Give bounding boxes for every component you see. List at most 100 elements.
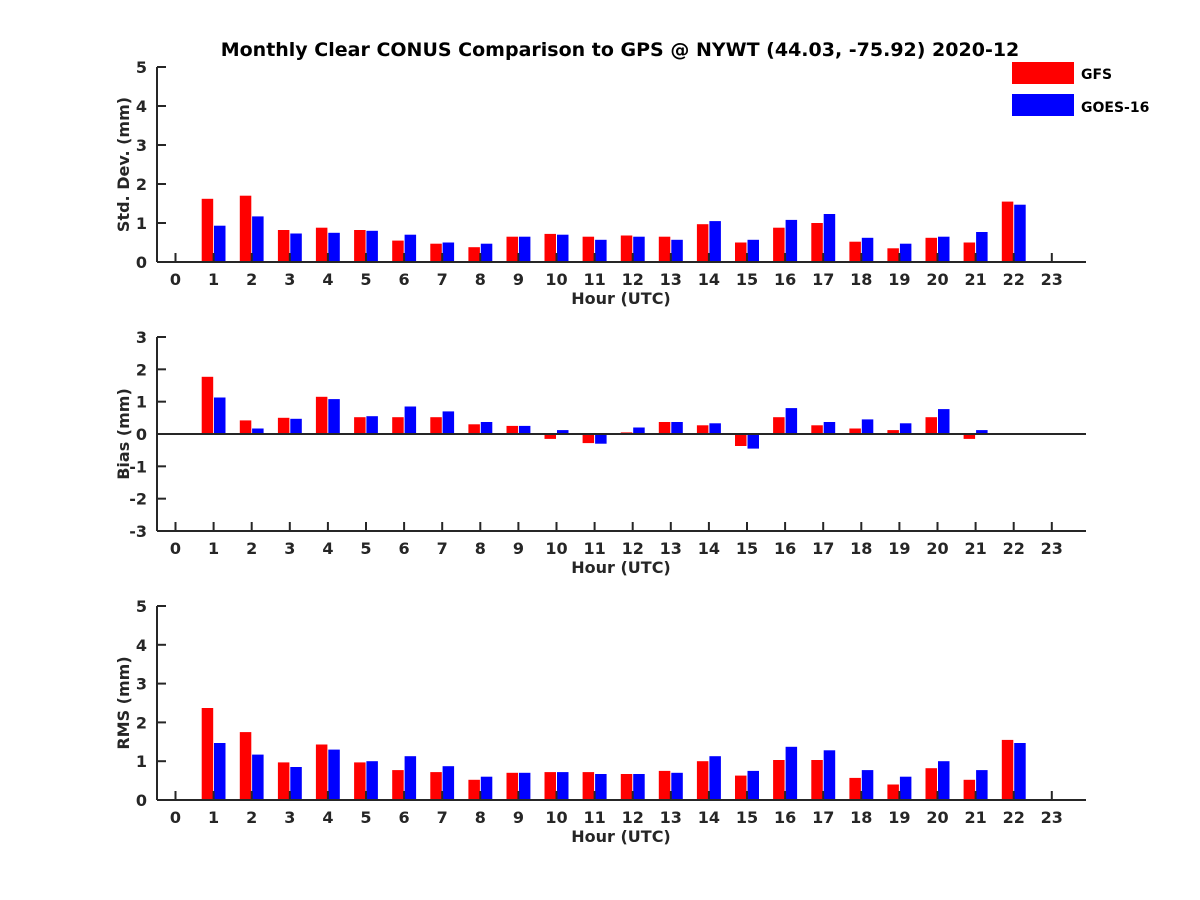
bias-bar-gfs-20: [925, 417, 937, 434]
rms-bar-goes-16-20: [938, 761, 950, 800]
rms-x-tick-label: 11: [583, 808, 605, 827]
rms-bar-goes-16-1: [214, 743, 226, 800]
rms-bar-gfs-21: [963, 779, 976, 800]
bias-bar-gfs-13: [658, 422, 671, 434]
std-dev-bar-gfs-12: [620, 235, 633, 262]
rms-bar-goes-16-22: [1014, 743, 1026, 800]
bias-x-tick-label: 12: [622, 539, 644, 558]
rms-x-tick-label: 13: [660, 808, 682, 827]
bias-x-tick-label: 19: [888, 539, 910, 558]
std-dev-bar-goes-16-19: [899, 243, 912, 262]
bias-bar-gfs-9: [506, 425, 518, 434]
bias-x-tick-label: 1: [208, 539, 219, 558]
std-dev-bar-goes-16-4: [328, 232, 340, 263]
bias-bar-gfs-19: [887, 430, 899, 434]
std-dev-bar-goes-16-5: [366, 230, 378, 262]
bias-bar-goes-16-16: [785, 408, 798, 434]
rms-bar-goes-16-8: [480, 776, 493, 800]
rms-x-tick-label: 9: [513, 808, 524, 827]
rms-bar-gfs-15: [735, 775, 747, 800]
std-dev-bar-gfs-19: [887, 248, 899, 262]
bias-bar-goes-16-5: [366, 416, 378, 434]
std-dev-bar-goes-16-22: [1014, 204, 1026, 262]
bias-bar-gfs-1: [201, 376, 214, 434]
std-dev-x-tick-label: 14: [698, 270, 720, 289]
bias-bar-goes-16-13: [671, 422, 683, 434]
std-dev-x-tick-label: 0: [170, 270, 181, 289]
bias-bar-gfs-14: [696, 425, 709, 434]
rms-bar-gfs-11: [582, 772, 595, 800]
legend-label-goes16: GOES-16: [1081, 100, 1149, 116]
bias-bar-goes-16-1: [214, 397, 226, 434]
rms-x-tick-label: 8: [475, 808, 486, 827]
rms-bar-goes-16-3: [290, 767, 302, 800]
bias-bar-goes-16-3: [290, 418, 302, 434]
bias-x-tick-label: 20: [926, 539, 948, 558]
std-dev-x-tick-label: 2: [246, 270, 257, 289]
bias-bar-goes-16-20: [938, 409, 950, 434]
std-dev-bar-goes-16-11: [595, 239, 607, 262]
std-dev-bar-goes-16-14: [709, 221, 721, 262]
std-dev-x-tick-label: 20: [926, 270, 948, 289]
bias-bar-gfs-6: [392, 417, 404, 434]
rms-x-tick-label: 23: [1041, 808, 1063, 827]
bias-x-tick-label: 0: [170, 539, 181, 558]
rms-x-tick-label: 17: [812, 808, 834, 827]
rms-bar-goes-16-6: [404, 756, 417, 800]
bias-x-tick-label: 18: [850, 539, 872, 558]
rms-bar-gfs-3: [277, 762, 290, 800]
bias-bar-goes-16-4: [328, 399, 340, 434]
bias-bar-goes-16-17: [823, 422, 836, 434]
bias-bar-goes-16-6: [404, 406, 417, 434]
std-dev-y-tick-label: 1: [136, 214, 147, 233]
rms-bar-goes-16-17: [823, 750, 836, 800]
std-dev-bar-gfs-14: [696, 224, 709, 262]
std-dev-bar-gfs-15: [735, 242, 747, 262]
std-dev-x-tick-label: 5: [360, 270, 371, 289]
bias-bar-gfs-15: [735, 434, 747, 446]
rms-y-tick-label: 2: [136, 713, 147, 732]
bias-bar-gfs-4: [315, 396, 328, 434]
std-dev-x-tick-label: 4: [322, 270, 333, 289]
bias-y-tick-label: 2: [136, 360, 147, 379]
bias-y-tick-label: 0: [136, 425, 147, 444]
rms-bar-goes-16-12: [633, 774, 645, 800]
std-dev-y-tick-label: 0: [136, 253, 147, 272]
bias-x-axis-label: Hour (UTC): [571, 558, 671, 577]
rms-bar-goes-16-5: [366, 761, 378, 800]
bias-bar-goes-16-18: [861, 419, 874, 434]
rms-y-axis-label: RMS (mm): [114, 656, 133, 749]
rms-bar-goes-16-7: [442, 766, 455, 800]
std-dev-bar-gfs-10: [544, 233, 556, 262]
std-dev-bar-gfs-18: [849, 241, 861, 262]
std-dev-x-tick-label: 17: [812, 270, 834, 289]
bias-x-tick-label: 21: [964, 539, 986, 558]
legend-label-gfs: GFS: [1081, 67, 1112, 83]
bias-x-tick-label: 9: [513, 539, 524, 558]
bias-bar-goes-16-8: [480, 422, 493, 434]
std-dev-bar-goes-16-9: [518, 236, 531, 262]
rms-bar-goes-16-18: [861, 770, 874, 800]
std-dev-x-tick-label: 12: [622, 270, 644, 289]
bias-x-tick-label: 15: [736, 539, 758, 558]
rms-bar-goes-16-14: [709, 756, 721, 800]
rms-bar-goes-16-9: [518, 772, 531, 800]
legend-swatch-gfs: [1012, 62, 1074, 84]
std-dev-x-tick-label: 6: [399, 270, 410, 289]
std-dev-bar-goes-16-15: [747, 239, 759, 262]
rms-x-tick-label: 3: [284, 808, 295, 827]
rms-bar-gfs-10: [544, 772, 556, 800]
std-dev-x-tick-label: 13: [660, 270, 682, 289]
rms-bar-gfs-12: [620, 774, 633, 800]
bias-x-tick-label: 16: [774, 539, 796, 558]
rms-x-tick-label: 16: [774, 808, 796, 827]
rms-bar-gfs-4: [315, 744, 328, 800]
std-dev-bar-gfs-5: [354, 230, 366, 262]
std-dev-bar-gfs-22: [1001, 201, 1014, 262]
std-dev-bar-goes-16-1: [214, 225, 226, 262]
std-dev-x-tick-label: 11: [583, 270, 605, 289]
std-dev-x-tick-label: 15: [736, 270, 758, 289]
std-dev-bar-goes-16-16: [785, 219, 798, 262]
